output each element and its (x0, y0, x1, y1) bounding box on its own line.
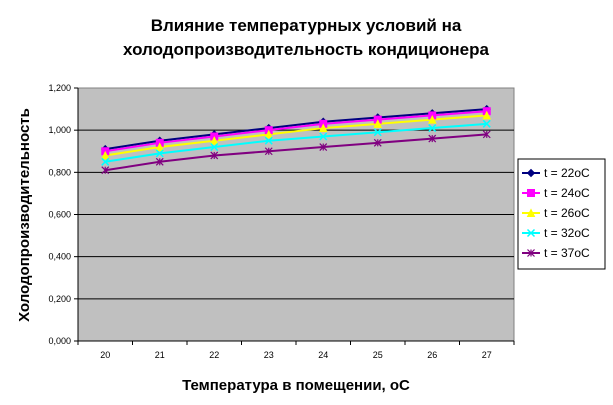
data-point (482, 119, 491, 128)
data-point (482, 110, 492, 120)
series-line-2 (105, 110, 487, 153)
data-point (428, 134, 437, 143)
legend-marker (526, 208, 536, 217)
data-point (319, 143, 328, 151)
data-point (482, 130, 491, 139)
legend-label: t = 24oC (544, 186, 590, 200)
series-line-3 (105, 114, 487, 157)
legend-marker (526, 168, 536, 178)
y-tick-labels: 0,000 0,200 0,400 0,600 0,800 1,000 1,200 (48, 83, 71, 346)
series-line-5 (105, 133, 487, 172)
data-point (155, 157, 164, 166)
data-point (264, 147, 273, 156)
legend-label: t = 26oC (544, 206, 590, 220)
legend-marker (527, 249, 535, 257)
data-point (155, 142, 165, 152)
data-point (318, 123, 328, 133)
data-point (101, 157, 110, 166)
x-tick-label: 23 (264, 350, 274, 360)
data-point (319, 132, 328, 141)
data-point (210, 151, 219, 160)
legend-label: t = 32oC (544, 226, 590, 240)
data-point (373, 128, 382, 137)
x-tick-label: 25 (373, 350, 383, 360)
gridlines (74, 87, 514, 342)
x-tick-label: 21 (155, 350, 165, 360)
data-point (264, 136, 273, 145)
y-tick-label: 1,200 (48, 83, 71, 93)
legend: t = 22oC t = 24oC t = 26oC t = 32oC t = 37oC (522, 166, 590, 260)
series-markers (100, 104, 492, 175)
data-point (155, 149, 164, 158)
chart-title-line2: холодопроизводительность кондиционера (123, 40, 489, 59)
x-tick-label: 24 (318, 350, 328, 360)
legend-label: t = 22oC (544, 166, 590, 180)
x-tick-label: 26 (427, 350, 437, 360)
series-line-4 (105, 122, 487, 163)
data-point (100, 150, 110, 160)
legend-marker (527, 189, 535, 197)
y-tick-label: 0,200 (48, 294, 71, 304)
chart-title-line1: Влияние температурных условий на (151, 16, 462, 35)
data-point (209, 136, 219, 145)
legend-label: t = 37oC (544, 246, 590, 260)
y-tick-label: 0,600 (48, 210, 71, 220)
y-axis-title: Холодопроизводительность (16, 108, 33, 322)
series-line-1 (105, 108, 487, 151)
data-point (264, 129, 274, 139)
y-tick-label: 0,400 (48, 252, 71, 262)
data-point (101, 166, 110, 175)
x-tick-label: 20 (100, 350, 110, 360)
x-tick-labels: 20 21 22 23 24 25 26 27 (77, 341, 515, 360)
data-point (428, 124, 437, 133)
x-axis-title: Температура в помещении, оС (182, 377, 410, 394)
data-point (373, 119, 383, 128)
series-lines (105, 108, 487, 172)
data-point (373, 138, 382, 147)
y-tick-label: 0,000 (48, 336, 71, 346)
legend-marker (526, 228, 536, 238)
x-tick-label: 22 (209, 350, 219, 360)
data-point (210, 143, 219, 152)
data-point (427, 115, 437, 124)
x-tick-label: 27 (482, 350, 492, 360)
y-tick-label: 1,000 (48, 125, 71, 135)
y-tick-label: 0,800 (48, 167, 71, 177)
